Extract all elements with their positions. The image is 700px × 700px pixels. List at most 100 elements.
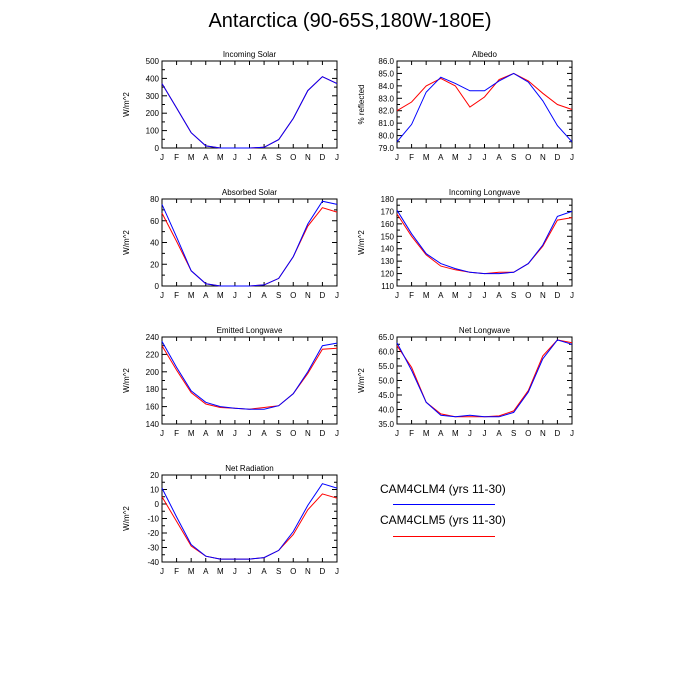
x-tick-label: O — [525, 429, 531, 438]
x-tick-label: S — [511, 153, 516, 162]
x-tick-label: J — [335, 153, 339, 162]
y-tick-label: 10 — [150, 486, 159, 495]
panel-title: Incoming Solar — [223, 50, 277, 59]
y-tick-label: 170 — [381, 207, 395, 216]
y-tick-label: 0 — [155, 144, 160, 153]
x-tick-label: A — [261, 153, 267, 162]
x-tick-label: J — [160, 567, 164, 576]
figure-title: Antarctica (90-65S,180W-180E) — [208, 10, 492, 32]
series-line-cam4clm4 — [396, 339, 573, 418]
series-line-cam4clm5 — [396, 72, 573, 112]
x-tick-label: J — [248, 429, 252, 438]
plot-frame — [161, 198, 338, 287]
x-tick-label: O — [290, 567, 296, 576]
x-tick-label: A — [203, 429, 209, 438]
y-tick-label: 180 — [381, 195, 395, 204]
y-tick-label: 160 — [381, 220, 395, 229]
x-tick-label: J — [248, 291, 252, 300]
x-tick-label: N — [540, 291, 546, 300]
x-tick-label: J — [335, 291, 339, 300]
x-tick-label: M — [217, 567, 224, 576]
x-tick-label: J — [570, 429, 574, 438]
x-tick-label: M — [188, 429, 195, 438]
y-tick-label: 150 — [381, 232, 395, 241]
series-line-cam4clm5 — [161, 493, 338, 560]
legend-line-cam4clm5 — [393, 536, 495, 537]
x-tick-label: J — [395, 429, 399, 438]
y-tick-label: 220 — [146, 350, 160, 359]
y-tick-label: 500 — [146, 57, 160, 66]
x-tick-label: O — [290, 291, 296, 300]
y-tick-label: 300 — [146, 92, 160, 101]
x-tick-label: O — [525, 153, 531, 162]
x-tick-label: D — [320, 567, 326, 576]
x-tick-label: A — [261, 567, 267, 576]
x-tick-label: M — [188, 291, 195, 300]
series-line-cam4clm5 — [396, 213, 573, 275]
plot-frame — [161, 474, 338, 563]
y-tick-label: 40.0 — [378, 406, 394, 415]
y-tick-label: -10 — [147, 515, 159, 524]
y-axis-label: W/m^2 — [122, 506, 131, 531]
x-tick-label: F — [409, 291, 414, 300]
series-line-cam4clm5 — [161, 345, 338, 410]
x-tick-label: J — [160, 153, 164, 162]
x-tick-label: O — [290, 153, 296, 162]
y-tick-label: 200 — [146, 368, 160, 377]
x-tick-label: J — [483, 291, 487, 300]
series-line-cam4clm4 — [396, 209, 573, 275]
x-tick-label: N — [540, 429, 546, 438]
y-tick-label: 55.0 — [378, 362, 394, 371]
x-tick-label: J — [483, 429, 487, 438]
legend-label-cam4clm5: CAM4CLM5 (yrs 11-30) — [380, 513, 506, 527]
y-tick-label: 50.0 — [378, 377, 394, 386]
x-tick-label: J — [468, 153, 472, 162]
x-tick-label: N — [305, 153, 311, 162]
x-tick-label: J — [483, 153, 487, 162]
x-tick-label: A — [203, 153, 209, 162]
legend-line-cam4clm4 — [393, 504, 495, 505]
x-tick-label: M — [423, 153, 430, 162]
panel-title: Net Radiation — [225, 464, 273, 473]
y-axis-label: W/m^2 — [357, 368, 366, 393]
x-tick-label: F — [409, 153, 414, 162]
y-tick-label: 80.0 — [378, 132, 394, 141]
y-tick-label: 100 — [146, 127, 160, 136]
x-tick-label: J — [233, 567, 237, 576]
y-axis-label: % reflected — [357, 84, 366, 124]
x-tick-label: M — [452, 429, 459, 438]
x-tick-label: J — [468, 291, 472, 300]
x-tick-label: A — [203, 567, 209, 576]
x-tick-label: D — [320, 153, 326, 162]
legend-label-cam4clm4: CAM4CLM4 (yrs 11-30) — [380, 482, 506, 496]
y-tick-label: -20 — [147, 529, 159, 538]
plot-frame — [396, 336, 573, 425]
y-tick-label: 130 — [381, 257, 395, 266]
y-tick-label: 60.0 — [378, 348, 394, 357]
x-tick-label: J — [395, 291, 399, 300]
x-tick-label: J — [395, 153, 399, 162]
x-tick-label: M — [188, 567, 195, 576]
x-tick-label: F — [174, 567, 179, 576]
x-tick-label: O — [525, 291, 531, 300]
x-tick-label: M — [423, 429, 430, 438]
series-line-cam4clm4 — [161, 76, 338, 149]
x-tick-label: S — [276, 429, 281, 438]
x-tick-label: D — [320, 429, 326, 438]
x-tick-label: D — [555, 291, 561, 300]
x-tick-label: S — [511, 291, 516, 300]
x-tick-label: A — [496, 291, 502, 300]
y-tick-label: 110 — [381, 282, 394, 291]
y-tick-label: 82.0 — [378, 107, 394, 116]
x-tick-label: M — [452, 153, 459, 162]
y-axis-label: W/m^2 — [122, 368, 131, 393]
y-tick-label: 20 — [150, 260, 159, 269]
x-tick-label: A — [496, 429, 502, 438]
x-tick-label: A — [438, 291, 444, 300]
series-line-cam4clm5 — [396, 339, 573, 418]
x-tick-label: J — [570, 291, 574, 300]
